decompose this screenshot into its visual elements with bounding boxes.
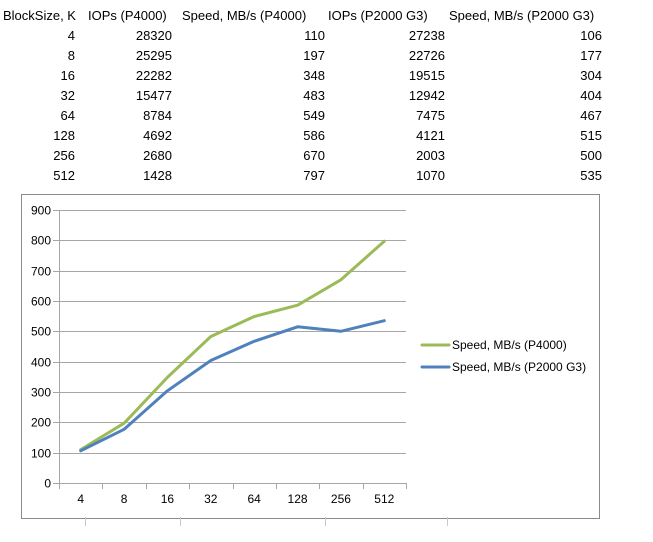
table-cell[interactable]: 7475 xyxy=(416,108,445,123)
data-table: BlockSize, K IOPs (P4000) Speed, MB/s (P40… xyxy=(0,6,602,186)
table-cell[interactable]: 28320 xyxy=(135,28,172,43)
y-axis-label: 900 xyxy=(31,204,51,218)
x-axis-label: 16 xyxy=(161,492,175,506)
table-cell[interactable]: 348 xyxy=(303,68,325,83)
speed-chart-svg: 0 100 200 300 400 500 600 700 800 900 4 8 16 32 64 128 2… xyxy=(31,204,586,507)
table-cell[interactable]: 549 xyxy=(303,108,325,123)
table-cell[interactable]: 304 xyxy=(580,68,602,83)
table-cell[interactable]: 2003 xyxy=(416,148,445,163)
table-cell[interactable]: 797 xyxy=(303,168,325,183)
table-cell[interactable]: 22282 xyxy=(135,68,172,83)
y-axis-label: 0 xyxy=(44,477,51,491)
table-cell[interactable]: 8784 xyxy=(143,108,172,123)
column-gridline-stub xyxy=(85,517,86,526)
table-cell[interactable]: 1070 xyxy=(416,168,445,183)
header-cell[interactable]: IOPs (P4000) xyxy=(88,8,167,23)
x-axis-label: 512 xyxy=(374,492,394,506)
table-cell[interactable]: 515 xyxy=(580,128,602,143)
y-axis-label: 800 xyxy=(31,234,51,248)
y-axis-label: 300 xyxy=(31,386,51,400)
y-axis-label: 400 xyxy=(31,356,51,370)
table-cell[interactable]: 586 xyxy=(303,128,325,143)
table-cell[interactable]: 25295 xyxy=(135,48,172,63)
table-cell[interactable]: 535 xyxy=(580,168,602,183)
header-cell[interactable]: Speed, MB/s (P4000) xyxy=(182,8,307,23)
legend-label: Speed, MB/s (P4000) xyxy=(452,338,567,352)
x-axis-label: 64 xyxy=(248,492,262,506)
table-cell[interactable]: 128 xyxy=(53,128,75,143)
table-cell[interactable]: 467 xyxy=(580,108,602,123)
table-cell[interactable]: 256 xyxy=(53,148,75,163)
column-gridline-stub xyxy=(447,517,448,526)
table-cell[interactable]: 197 xyxy=(303,48,325,63)
table-cell[interactable]: 12942 xyxy=(408,88,445,103)
column-gridline-stub xyxy=(325,517,326,526)
x-axis-label: 128 xyxy=(288,492,308,506)
table-cell[interactable]: 483 xyxy=(303,88,325,103)
y-axis-label: 100 xyxy=(31,447,51,461)
x-axis-label: 8 xyxy=(121,492,128,506)
speed-chart[interactable]: 0 100 200 300 400 500 600 700 800 900 4 8 16 32 64 128 2… xyxy=(21,194,600,519)
series-line-0 xyxy=(79,239,386,452)
table-cell[interactable]: 19515 xyxy=(408,68,445,83)
y-axis-label: 700 xyxy=(31,265,51,279)
legend-label: Speed, MB/s (P2000 G3) xyxy=(452,360,586,374)
x-axis-label: 256 xyxy=(331,492,351,506)
table-cell[interactable]: 2680 xyxy=(143,148,172,163)
table-cell[interactable]: 500 xyxy=(580,148,602,163)
table-cell[interactable]: 512 xyxy=(53,168,75,183)
table-cell[interactable]: 4692 xyxy=(143,128,172,143)
column-gridline-stub xyxy=(180,517,181,526)
header-cell[interactable]: Speed, MB/s (P2000 G3) xyxy=(449,8,595,23)
table-cell[interactable]: 32 xyxy=(60,88,75,103)
table-cell[interactable]: 15477 xyxy=(135,88,172,103)
table-cell[interactable]: 4 xyxy=(67,28,75,43)
y-axis-label: 200 xyxy=(31,416,51,430)
table-cell[interactable]: 177 xyxy=(580,48,602,63)
table-cell[interactable]: 16 xyxy=(60,68,75,83)
table-cell[interactable]: 404 xyxy=(580,88,602,103)
header-cell[interactable]: IOPs (P2000 G3) xyxy=(328,8,428,23)
table-cell[interactable]: 8 xyxy=(67,48,75,63)
table-cell[interactable]: 1428 xyxy=(143,168,172,183)
x-axis-label: 32 xyxy=(204,492,218,506)
table-cell[interactable]: 22726 xyxy=(408,48,445,63)
table-cell[interactable]: 27238 xyxy=(408,28,445,43)
table-cell[interactable]: 4121 xyxy=(416,128,445,143)
x-axis-label: 4 xyxy=(77,492,84,506)
table-cell[interactable]: 110 xyxy=(304,28,325,43)
header-cell[interactable]: BlockSize, K xyxy=(3,8,76,23)
table-cell[interactable]: 64 xyxy=(60,108,75,123)
series-line-1 xyxy=(79,319,386,453)
y-axis-label: 600 xyxy=(31,295,51,309)
table-cell[interactable]: 670 xyxy=(303,148,325,163)
y-axis-label: 500 xyxy=(31,325,51,339)
table-cell[interactable]: 106 xyxy=(580,28,602,43)
